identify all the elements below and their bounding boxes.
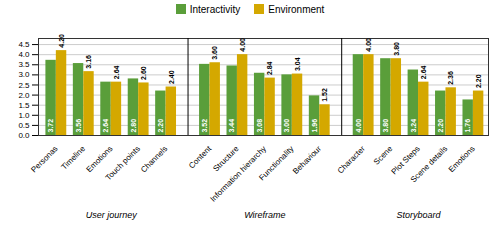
svg-text:2.64: 2.64 — [113, 65, 120, 79]
svg-text:3.08: 3.08 — [256, 119, 263, 133]
svg-text:3.16: 3.16 — [85, 55, 92, 69]
svg-text:1.0: 1.0 — [18, 111, 30, 120]
svg-text:Plot Steps: Plot Steps — [389, 144, 422, 177]
svg-text:4.20: 4.20 — [58, 34, 65, 48]
html-text:Interactivity: Interactivity — [189, 3, 241, 15]
svg-text:2.84: 2.84 — [266, 61, 273, 75]
svg-text:Character: Character — [336, 144, 367, 175]
svg-text:2.5: 2.5 — [18, 81, 30, 90]
svg-text:Touch points: Touch points — [104, 144, 142, 182]
svg-text:Content: Content — [187, 144, 214, 171]
svg-text:Functionality: Functionality — [257, 144, 295, 182]
svg-text:2.80: 2.80 — [130, 119, 137, 133]
svg-text:Emotions: Emotions — [447, 144, 477, 174]
svg-text:3.0: 3.0 — [18, 70, 30, 79]
svg-text:Timeline: Timeline — [59, 144, 87, 172]
svg-text:3.24: 3.24 — [410, 119, 417, 133]
svg-text:4.00: 4.00 — [355, 119, 362, 133]
svg-text:3.44: 3.44 — [228, 119, 235, 133]
svg-text:4.00: 4.00 — [239, 38, 246, 52]
svg-text:4.5: 4.5 — [18, 40, 30, 49]
svg-text:Scene details: Scene details — [409, 144, 449, 184]
svg-text:3.5: 3.5 — [18, 60, 30, 69]
svg-text:2.20: 2.20 — [437, 119, 444, 133]
svg-text:3.72: 3.72 — [47, 119, 54, 133]
html-text:Environment: Environment — [268, 3, 325, 15]
svg-text:3.56: 3.56 — [75, 119, 82, 133]
svg-text:2.60: 2.60 — [140, 66, 147, 80]
svg-text:1.52: 1.52 — [321, 88, 328, 102]
svg-text:2.64: 2.64 — [420, 65, 427, 79]
svg-text:Structure: Structure — [211, 144, 241, 174]
svg-text:Information hierarchy: Information hierarchy — [208, 144, 269, 204]
svg-text:Storyboard: Storyboard — [397, 210, 442, 220]
svg-text:2.0: 2.0 — [18, 91, 30, 100]
svg-text:2.36: 2.36 — [447, 71, 454, 85]
svg-text:3.52: 3.52 — [201, 119, 208, 133]
svg-text:2.40: 2.40 — [168, 70, 175, 84]
svg-text:1.76: 1.76 — [464, 119, 471, 133]
svg-text:2.64: 2.64 — [102, 119, 109, 133]
svg-text:2.20: 2.20 — [475, 74, 482, 88]
svg-text:3.80: 3.80 — [382, 119, 389, 133]
svg-text:2.20: 2.20 — [157, 119, 164, 133]
svg-text:1.96: 1.96 — [311, 119, 318, 133]
svg-text:1.5: 1.5 — [18, 101, 30, 110]
svg-text:Scene: Scene — [372, 144, 395, 167]
svg-text:3.60: 3.60 — [211, 46, 218, 60]
svg-text:4.00: 4.00 — [365, 38, 372, 52]
svg-text:3.04: 3.04 — [294, 57, 301, 71]
svg-text:Personas: Personas — [29, 144, 59, 174]
svg-text:3.80: 3.80 — [393, 42, 400, 56]
svg-text:User journey: User journey — [86, 210, 138, 220]
svg-text:Channels: Channels — [139, 144, 169, 174]
svg-text:0.0: 0.0 — [18, 131, 30, 140]
svg-text:Wireframe: Wireframe — [244, 210, 285, 220]
svg-text:0.5: 0.5 — [18, 121, 30, 130]
svg-text:Emotions: Emotions — [84, 144, 115, 175]
svg-text:3.00: 3.00 — [283, 119, 290, 133]
svg-text:4.0: 4.0 — [18, 50, 30, 59]
svg-text:Behaviour: Behaviour — [291, 144, 323, 176]
